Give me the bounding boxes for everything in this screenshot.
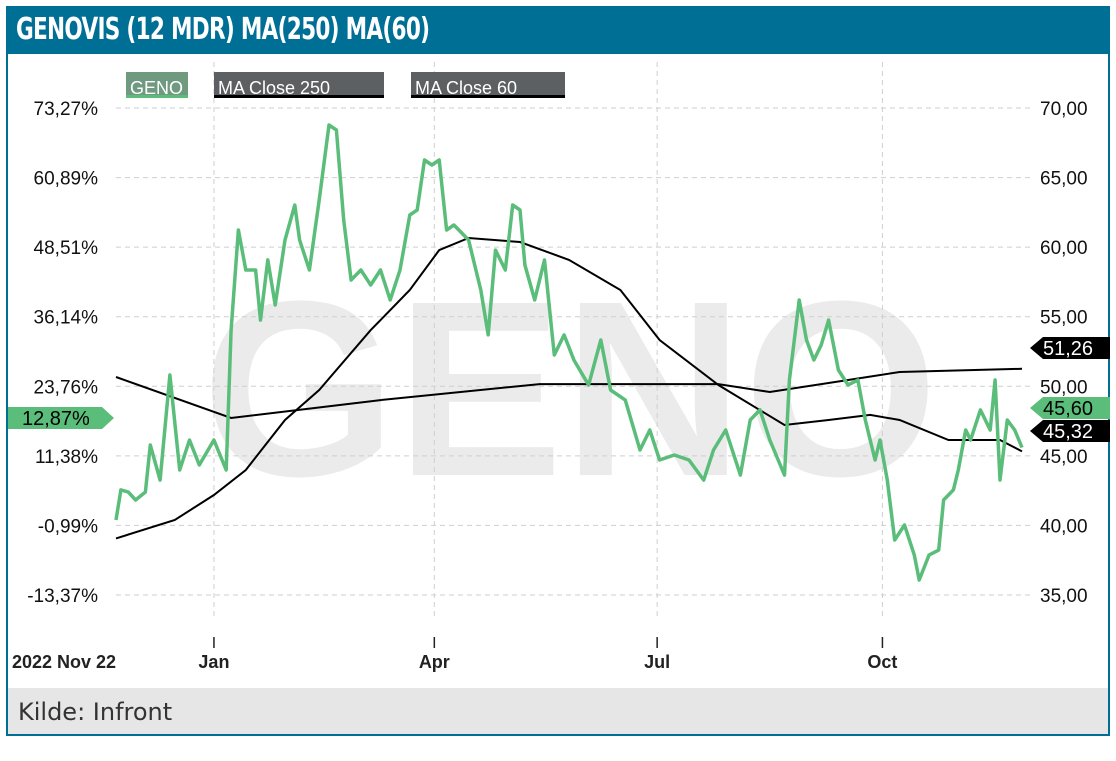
- x-axis-tick: Apr: [419, 652, 450, 672]
- chart: GENO 70,00 73,27% 65,00 60,89% 60,00 48,51% 55,…: [8, 62, 1110, 672]
- legend-label-ma250: MA Close 250: [218, 78, 330, 98]
- source-label: Kilde: Infront: [18, 698, 173, 726]
- chart-title: GENOVIS (12 MDR) MA(250) MA(60): [16, 12, 430, 47]
- legend-bg-geno: [126, 72, 188, 96]
- legend-underline-geno: [126, 95, 188, 98]
- left-axis-tick: -0,99%: [38, 516, 98, 537]
- right-axis-tick: 65,00: [1040, 169, 1088, 190]
- legend-bg-ma250: [214, 72, 384, 96]
- right-axis-tick: 55,00: [1040, 308, 1088, 329]
- legend-label-geno: GENO: [130, 78, 183, 98]
- legend-label-ma60: MA Close 60: [415, 78, 517, 98]
- geno-last-pct: 12,87%: [22, 408, 90, 430]
- ma60-last-value: 45,32: [1043, 421, 1093, 443]
- ma250-last-value: 51,26: [1043, 338, 1093, 360]
- watermark: GENO: [202, 249, 938, 528]
- left-axis-tick: 23,76%: [34, 377, 99, 398]
- legend-underline-ma250: [214, 95, 384, 98]
- right-axis-tick: 60,00: [1040, 238, 1088, 259]
- right-axis-tick: 40,00: [1040, 516, 1088, 537]
- geno-last-value-bg: [1030, 397, 1110, 419]
- footer: Kilde: Infront: [8, 688, 1108, 734]
- x-axis-tick: Jan: [198, 652, 229, 672]
- ma250-last-value-bg: [1030, 337, 1110, 359]
- left-axis-tick: 11,38%: [35, 447, 98, 468]
- legend-bg-ma60: [411, 72, 565, 96]
- legend-underline-ma60: [411, 95, 565, 98]
- right-axis-tick: 35,00: [1040, 586, 1088, 607]
- ma60-line: [115, 236, 1023, 540]
- geno-line: [114, 123, 1024, 582]
- geno-last-pct-bg: [8, 407, 114, 429]
- ma60-last-value-bg: [1030, 420, 1110, 442]
- x-axis-tick: Oct: [867, 652, 897, 672]
- left-axis-tick: 36,14%: [34, 308, 99, 329]
- x-axis-tick: 2022 Nov 22: [12, 652, 116, 672]
- left-axis-tick: -13,37%: [27, 586, 98, 607]
- left-axis-tick: 73,27%: [34, 99, 99, 120]
- right-axis-tick: 70,00: [1040, 99, 1088, 120]
- geno-last-value: 45,60: [1043, 398, 1093, 420]
- x-axis-tick: Jul: [644, 652, 670, 672]
- header: GENOVIS (12 MDR) MA(250) MA(60): [8, 8, 1108, 54]
- left-axis-tick: 48,51%: [34, 238, 99, 259]
- right-axis-tick: 45,00: [1040, 447, 1088, 468]
- right-axis-tick: 50,00: [1040, 377, 1088, 398]
- left-axis-tick: 60,89%: [34, 169, 99, 190]
